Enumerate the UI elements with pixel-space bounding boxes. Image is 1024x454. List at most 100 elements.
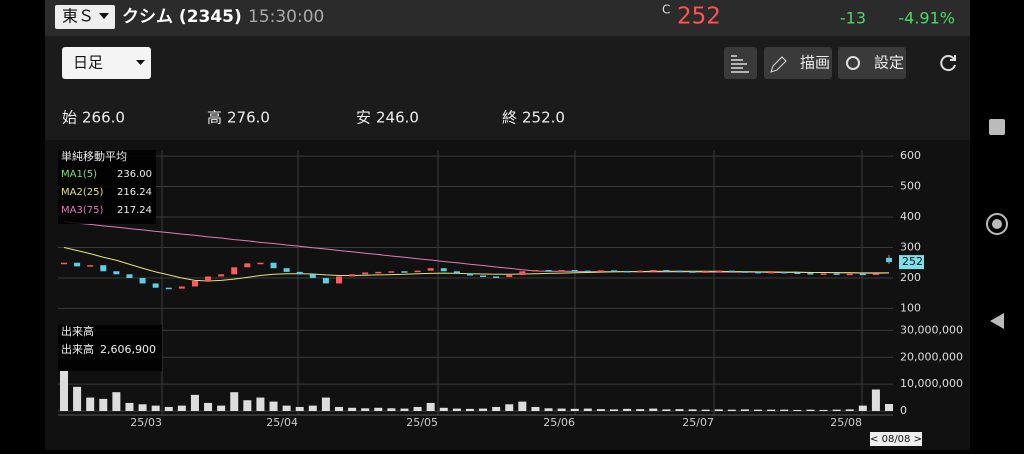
ohlc-value: 276.0 (227, 109, 270, 127)
x-tick-label: 25/03 (130, 416, 162, 429)
volume-bar (570, 408, 579, 411)
stock-name: クシム (2345) (122, 7, 242, 27)
candle (755, 271, 762, 274)
y-tick-label: 10,000,000 (900, 377, 963, 390)
nav-recent[interactable] (989, 119, 1005, 135)
volume-bar (714, 409, 723, 411)
price: 252 (677, 4, 721, 30)
x-tick-label: 25/06 (543, 416, 575, 429)
candle (886, 257, 892, 263)
market: 東Ｓ (62, 7, 94, 26)
nav-home[interactable] (986, 213, 1008, 235)
gear-icon (846, 56, 860, 70)
candle (584, 270, 591, 273)
candle (663, 270, 670, 272)
volume-bar (465, 408, 474, 411)
candle (519, 271, 526, 275)
legend-name: MA2(25) (61, 187, 103, 198)
candle (859, 273, 866, 276)
volume-bar (86, 397, 95, 411)
candle (440, 268, 447, 272)
volume-bar (871, 389, 880, 411)
volume-bar (858, 405, 867, 411)
volume-bar (125, 402, 134, 411)
last-price-box (899, 255, 924, 270)
candle (480, 275, 487, 278)
volume-bar (151, 405, 160, 411)
ohlc-label: 高 (207, 109, 222, 127)
ohlc-label: 安 (356, 109, 371, 127)
legend-value: 2,606,900 (100, 343, 156, 356)
volume-bar (348, 407, 357, 411)
legend-bg (58, 325, 162, 371)
volume-bar (243, 400, 252, 411)
volume-bar (531, 406, 540, 411)
volume-bar (557, 408, 566, 411)
period-select[interactable] (62, 47, 151, 79)
top-bar (45, 0, 970, 36)
volume-bar (596, 409, 605, 411)
volume-bar (583, 408, 592, 411)
candle (597, 270, 604, 272)
volume-bar (780, 409, 789, 411)
candle (715, 270, 722, 273)
x-tick-label: 25/07 (682, 416, 714, 429)
volume-bar (740, 409, 749, 411)
legend-title: 単純移動平均 (61, 149, 127, 163)
x-tick-label: 25/04 (266, 416, 298, 429)
candle (794, 272, 801, 274)
ohlc-label: 終 (502, 109, 517, 127)
list-button[interactable] (724, 47, 757, 79)
volume-bar (321, 397, 330, 411)
volume-bar (387, 408, 396, 411)
legend-title: 出来高 (61, 324, 94, 338)
volume-bar (413, 406, 422, 411)
candle (165, 287, 172, 290)
draw-label: 描画 (800, 54, 830, 72)
volume-bar (505, 404, 514, 411)
list-icon (731, 55, 749, 73)
y-tick-label: 0 (900, 404, 907, 417)
candle (126, 274, 133, 278)
legend-name: 出来高 (61, 342, 94, 356)
volume-bar (308, 405, 317, 411)
volume-bar (636, 409, 645, 411)
candle (401, 271, 408, 273)
candle (493, 276, 500, 278)
candle (676, 270, 683, 273)
volume-bar (492, 406, 501, 411)
market-select[interactable] (55, 5, 115, 29)
candle (375, 271, 382, 274)
candle (846, 273, 853, 276)
volume-bar (230, 392, 239, 411)
candle (205, 276, 212, 282)
y-tick-label: 400 (900, 210, 921, 223)
draw-button[interactable] (764, 47, 832, 79)
candle (322, 277, 329, 284)
candle (414, 270, 421, 273)
volume-bar (73, 386, 82, 411)
volume-bar (60, 370, 68, 411)
volume-bar (269, 401, 278, 411)
legend-value: 217.24 (117, 205, 152, 216)
volume-bar (177, 405, 186, 411)
ohlc-value: 246.0 (376, 109, 419, 127)
period: 日足 (73, 54, 103, 72)
candle (113, 271, 120, 275)
candle (466, 273, 473, 276)
candle (231, 267, 238, 275)
y-tick-label: 300 (900, 240, 921, 253)
candle (453, 271, 460, 274)
refresh-button[interactable] (940, 55, 956, 72)
candle (152, 283, 159, 288)
date-tag: < 08/08 > (870, 434, 922, 445)
settings-button[interactable] (838, 47, 906, 79)
volume-bar (819, 409, 828, 411)
candle (571, 270, 578, 272)
volume-bar (112, 392, 121, 411)
legend-name: MA3(75) (61, 205, 103, 216)
nav-back[interactable] (990, 313, 1004, 329)
volume-bar (335, 406, 343, 411)
candle (61, 262, 67, 265)
